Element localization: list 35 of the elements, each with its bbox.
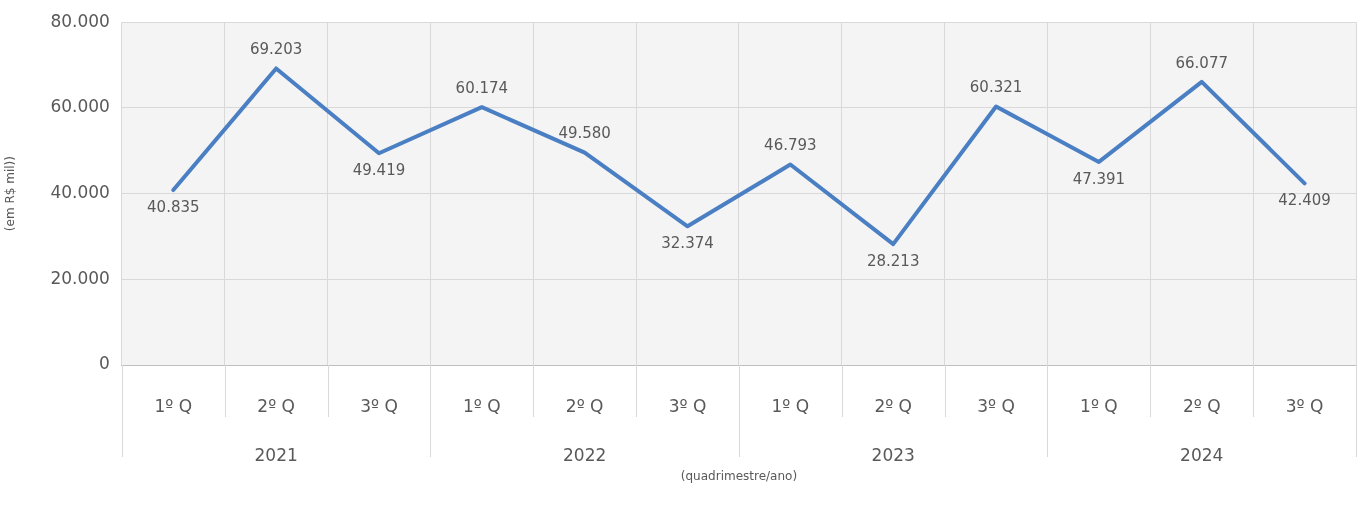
x-tick-label: 2º Q [1182,395,1221,416]
y-tick-label: 40.000 [50,182,110,203]
text: 2024 [1180,445,1224,466]
x-tick-label: 2º Q [874,395,913,416]
data-label: 66.077 [1175,53,1228,72]
y-axis-title: (em R$ mil)) [3,156,18,232]
x-tick-label: 2º Q [257,395,295,416]
data-label: 42.409 [1278,191,1331,210]
data-label: 40.835 [147,197,200,216]
data-label: 28.213 [866,252,920,271]
data-label: 32.374 [661,234,714,253]
text: 2022 [563,445,607,466]
x-tick-label: 2º Q [565,395,604,416]
data-label: 49.580 [558,124,611,143]
data-label: 69.203 [249,40,303,59]
data-label: 60.174 [455,79,509,98]
x-tick-label: 3º Q [977,395,1015,416]
y-tick-label: 80.000 [50,10,110,31]
x-tick-label: 1º Q [1080,395,1118,416]
x-axis-title: (quadrimestre/ano) [680,469,798,484]
data-label: 60.321 [969,78,1023,97]
text: 2021 [254,445,298,466]
data-label: 47.391 [1072,169,1126,188]
y-tick-label: 0 [99,353,110,374]
data-label: 46.793 [764,136,817,155]
x-tick-label: 3º Q [668,395,707,416]
x-tick-label: 3º Q [1285,395,1324,416]
x-tick-label: 1º Q [463,395,501,416]
x-tick-label: 1º Q [154,395,193,416]
x-tick-label: 1º Q [771,395,810,416]
y-tick-label: 20.000 [50,267,110,288]
x-tick-label: 3º Q [360,395,398,416]
data-label: 49.419 [352,161,406,180]
y-tick-label: 60.000 [50,96,110,117]
text: 2023 [871,445,915,466]
